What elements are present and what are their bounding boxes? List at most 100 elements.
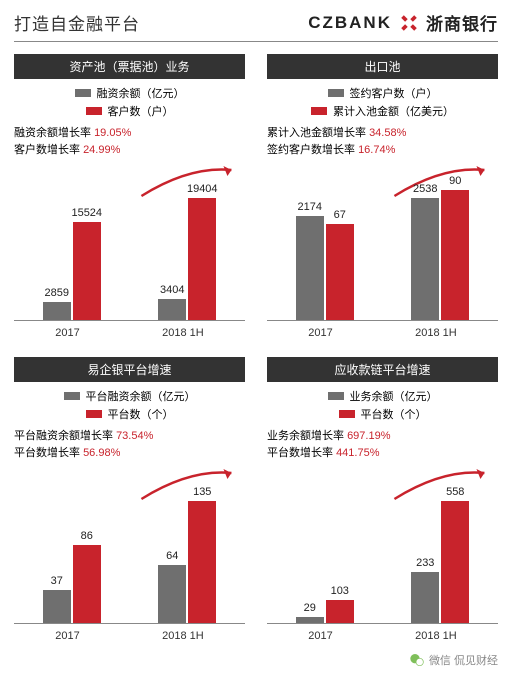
footer-source: 微信 侃见财经 [429,652,498,668]
legend-swatch [339,410,355,418]
legend-item: 平台数（个） [86,406,174,422]
x-label: 2018 1H [162,630,204,642]
bar: 135 [188,501,216,623]
bar: 558 [441,501,469,623]
legend-swatch [86,410,102,418]
bar-value: 2538 [413,183,437,195]
x-axis-labels: 20172018 1H [267,327,498,339]
brand-cn: 浙商银行 [426,10,498,35]
bar-group: 233558 [411,501,469,623]
rate-value: 24.99% [83,144,120,156]
rate-label: 平台数增长率 [14,447,83,459]
panel-title: 应收款链平台增速 [267,357,498,382]
rate-value: 441.75% [336,447,379,459]
legend: 业务余额（亿元） 平台数（个） [267,388,498,422]
x-axis-labels: 2017 2018 1H [14,630,245,642]
bar: 2859 [43,302,71,320]
bar-value: 64 [166,550,178,562]
bar: 103 [326,600,354,623]
x-label: 2018 1H [162,327,204,339]
rate-line: 平台数增长率 56.98% [14,445,245,462]
bar-value: 2859 [45,287,69,299]
page: 打造自金融平台 CZBANK 浙商银行 资产池（票据池）业务融资余额（亿元） 客户… [0,0,512,678]
legend-swatch [328,392,344,400]
bar-value: 29 [304,602,316,614]
bar-group: 64135 [158,501,216,623]
page-title: 打造自金融平台 [14,10,140,35]
bar-group: 253890 [411,190,469,320]
bar: 2538 [411,198,439,320]
x-label: 2017 [55,630,79,642]
bar: 19404 [188,198,216,320]
rate-line: 平台融资余额增长率 73.54% [14,428,245,445]
brand-en: CZBANK [308,13,392,33]
bar: 29 [296,617,324,623]
bar-value: 15524 [71,207,102,219]
rate-value: 697.19% [347,430,390,442]
chart: 2910323355820172018 1H [267,467,498,642]
rate-label: 累计入池金额增长率 [267,127,369,139]
bar-value: 67 [334,209,346,221]
rate-label: 客户数增长率 [14,144,83,156]
legend-label: 融资余额（亿元） [97,85,185,101]
rate-line: 融资余额增长率 19.05% [14,125,245,142]
legend-item: 客户数（户） [86,103,174,119]
chart: 37866413520172018 1H [14,467,245,642]
chart-grid: 资产池（票据池）业务融资余额（亿元）客户数（户）融资余额增长率 19.05%客户… [14,54,498,642]
x-label: 2018 1H [415,327,457,339]
bar: 86 [73,545,101,623]
growth-rates: 平台融资余额增长率 73.54%平台数增长率 56.98% [14,428,245,461]
legend-label: 业务余额（亿元） [350,388,438,404]
footer: 微信 侃见财经 [14,652,498,668]
chart: 21746725389020172018 1H [267,164,498,339]
bar-group: 29103 [296,600,354,623]
rate-line: 累计入池金额增长率 34.58% [267,125,498,142]
bar-group: 37 86 [43,545,101,623]
bars-area: 217467253890 [267,181,498,321]
legend-swatch [328,89,344,97]
legend-item: 签约客户数（户） [328,85,438,101]
bars-area: 29103233558 [267,484,498,624]
rate-label: 业务余额增长率 [267,430,347,442]
rate-label: 平台融资余额增长率 [14,430,116,442]
bar-value: 558 [446,486,464,498]
rate-line: 签约客户数增长率 16.74% [267,142,498,159]
rate-value: 16.74% [358,144,395,156]
rate-line: 客户数增长率 24.99% [14,142,245,159]
brand: CZBANK 浙商银行 [308,10,498,35]
chart-panel: 易企银平台增速平台融资余额（亿元）平台数（个）平台融资余额增长率 73.54%平… [14,357,245,642]
wechat-icon [409,652,425,668]
growth-rates: 融资余额增长率 19.05%客户数增长率 24.99% [14,125,245,158]
panel-title: 资产池（票据池）业务 [14,54,245,79]
legend-item: 累计入池金额（亿美元） [311,103,454,119]
bar-value: 86 [81,530,93,542]
panel-title: 易企银平台增速 [14,357,245,382]
legend-label: 平台数（个） [108,406,174,422]
chart-panel: 应收款链平台增速业务余额（亿元） 平台数（个） 业务余额增长率 697.19%平台数… [267,357,498,642]
legend-label: 平台融资余额（亿元） [86,388,196,404]
bar: 64 [158,565,186,623]
legend-swatch [86,107,102,115]
bar: 233 [411,572,439,623]
bars-area: 378664135 [14,484,245,624]
bar-group: 285915524 [43,222,101,320]
legend: 签约客户数（户） 累计入池金额（亿美元） [267,85,498,119]
chart-panel: 出口池签约客户数（户）累计入池金额（亿美元）累计入池金额增长率 34.58%签约… [267,54,498,339]
legend-swatch [64,392,80,400]
bar: 2174 [296,216,324,321]
bar-group: 217467 [296,216,354,321]
legend-swatch [75,89,91,97]
rate-value: 56.98% [83,447,120,459]
legend: 融资余额（亿元） 客户数（户） [14,85,245,119]
x-axis-labels: 20172018 1H [14,327,245,339]
legend-item: 平台融资余额（亿元） [64,388,196,404]
bar-value: 90 [449,175,461,187]
legend-label: 平台数（个） [361,406,427,422]
bar-value: 37 [51,575,63,587]
growth-rates: 业务余额增长率 697.19%平台数增长率 441.75% [267,428,498,461]
legend-label: 客户数（户） [108,103,174,119]
legend-label: 累计入池金额（亿美元） [333,103,454,119]
legend-item: 融资余额（亿元） [75,85,185,101]
x-label: 2017 [308,630,332,642]
chart: 28591552434041940420172018 1H [14,164,245,339]
